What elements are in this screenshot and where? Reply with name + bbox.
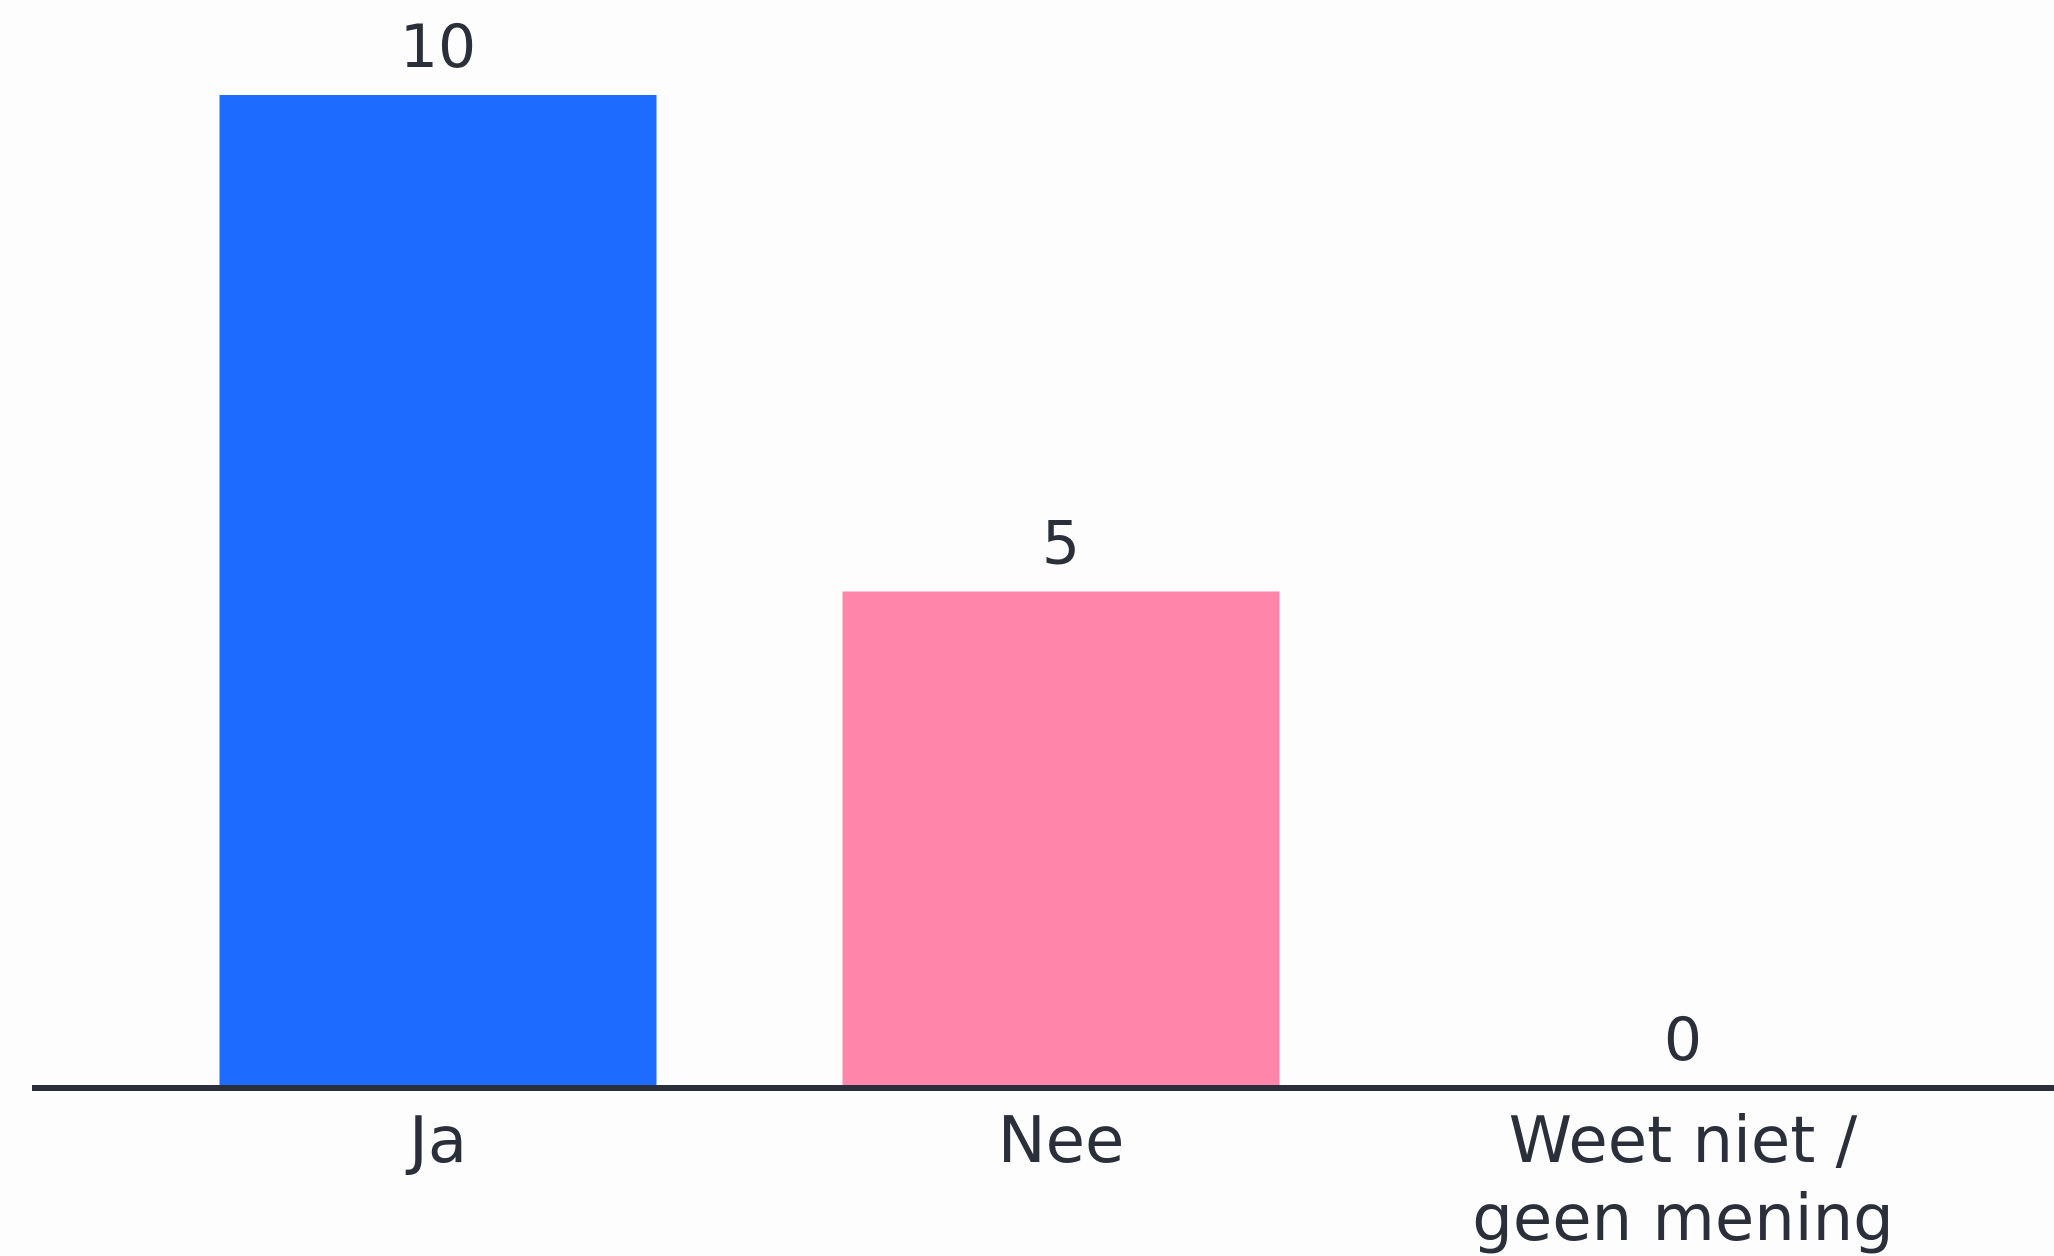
data-label-2: 5 (1042, 509, 1080, 579)
x-tick-label-line: geen mening (1472, 1182, 1894, 1256)
bar-2 (842, 591, 1280, 1088)
x-tick-label-line: Nee (998, 1104, 1125, 1178)
data-label-3: 0 (1664, 1005, 1702, 1075)
x-tick-label-line: Ja (405, 1104, 467, 1178)
data-label-1: 10 (400, 12, 476, 82)
bars-layer (219, 95, 1280, 1088)
x-tick-label-line: Weet niet / (1509, 1104, 1858, 1178)
x-tick-labels-layer: Ja Nee Weet niet / geen mening (405, 1104, 1894, 1256)
x-tick-label-1: Ja (405, 1104, 467, 1178)
data-labels-layer: 10 5 0 (400, 12, 1702, 1075)
x-tick-label-2: Nee (998, 1104, 1125, 1178)
bar-1 (219, 95, 657, 1088)
x-tick-label-3: Weet niet / geen mening (1472, 1104, 1894, 1256)
